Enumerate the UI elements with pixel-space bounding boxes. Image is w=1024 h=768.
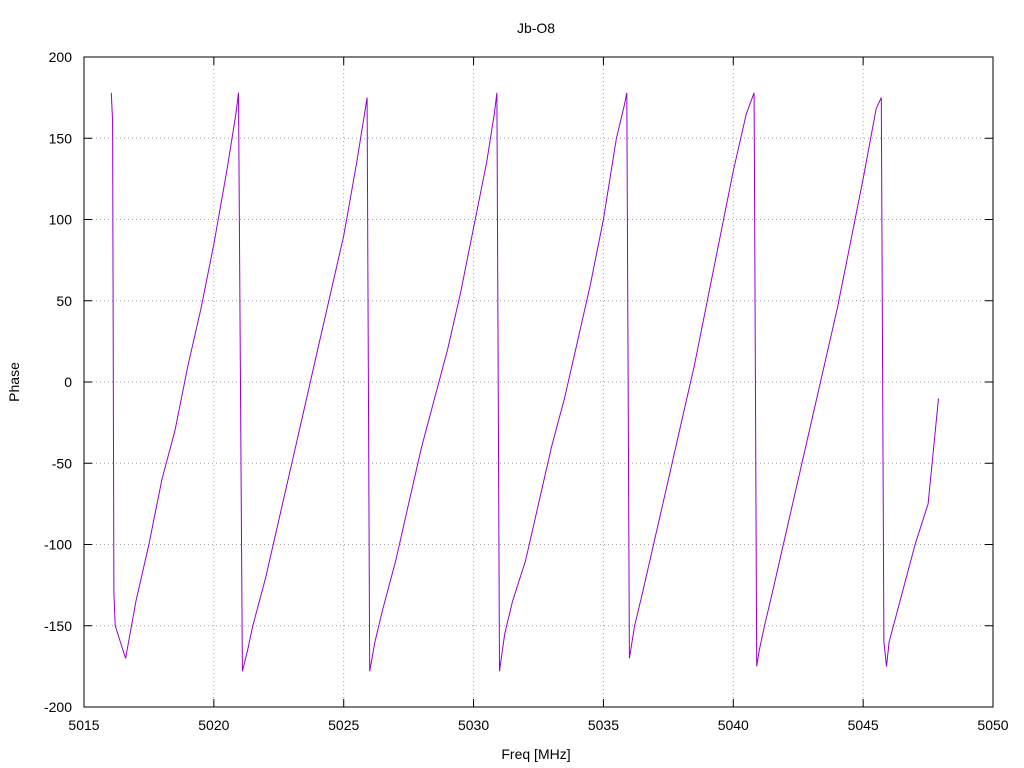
- y-tick-label: -100: [44, 537, 72, 553]
- x-tick-label: 5040: [718, 717, 749, 733]
- y-tick-label: -200: [44, 699, 72, 715]
- x-tick-label: 5050: [977, 717, 1008, 733]
- y-tick-label: 200: [49, 49, 73, 65]
- x-tick-label: 5020: [198, 717, 229, 733]
- phase-series-line: [110, 92, 939, 672]
- x-tick-label: 5035: [588, 717, 619, 733]
- chart-title: Jb-O8: [517, 20, 555, 36]
- y-tick-label: 50: [56, 293, 72, 309]
- series-group: [110, 92, 939, 672]
- plot-frame: [83, 56, 994, 708]
- x-tick-label: 5045: [848, 717, 879, 733]
- y-tick-label: 100: [49, 212, 73, 228]
- y-tick-label: 150: [49, 130, 73, 146]
- x-tick-label: 5015: [68, 717, 99, 733]
- x-tick-label: 5030: [458, 717, 489, 733]
- x-tick-label: 5025: [328, 717, 359, 733]
- x-axis-ticks: 5015 5020 5025 5030 5035 5040 5045 5050: [68, 57, 1009, 733]
- y-axis-ticks: -200 -150 -100 -50 0 50 100 150 200: [44, 49, 993, 715]
- y-tick-label: 0: [64, 374, 72, 390]
- x-axis-label: Freq [MHz]: [501, 746, 570, 762]
- y-axis-label: Phase: [6, 362, 22, 402]
- y-tick-label: -50: [52, 455, 72, 471]
- grid-lines: [84, 57, 993, 707]
- y-tick-label: -150: [44, 618, 72, 634]
